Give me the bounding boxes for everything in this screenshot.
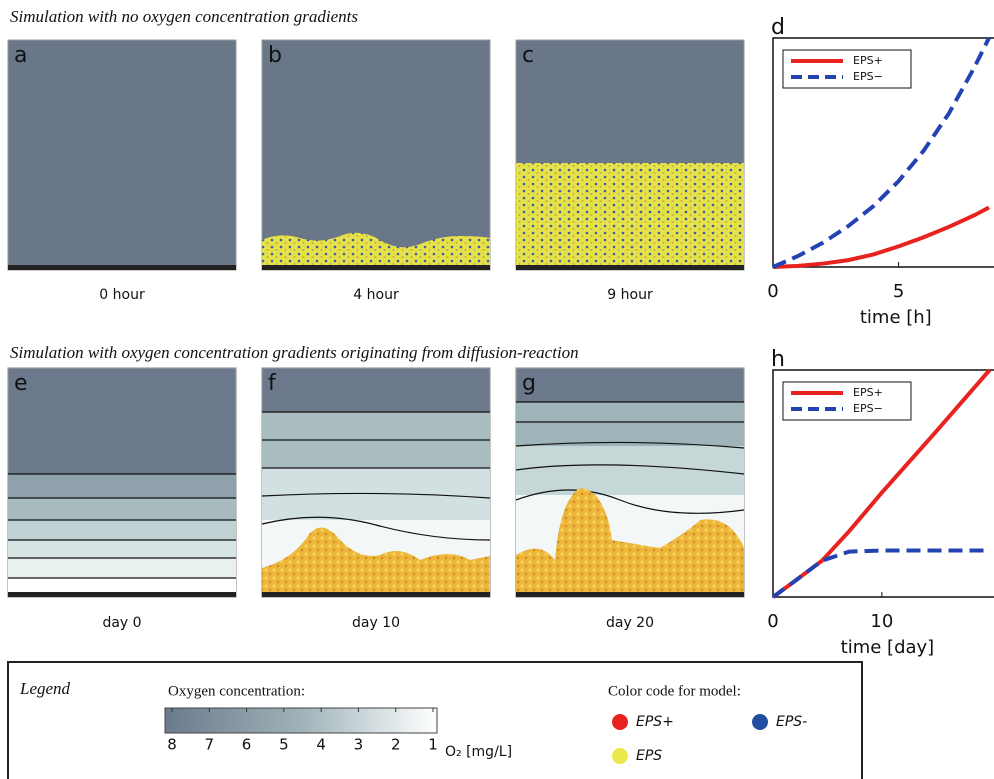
panel-caption: day 0: [102, 615, 141, 631]
x-axis-label: time [day]: [841, 637, 935, 658]
legend-label: EPS−: [853, 70, 883, 83]
figure: Simulation with no oxygen concentration …: [0, 0, 994, 779]
color-label: EPS-: [776, 714, 807, 730]
color-dot: [612, 748, 628, 764]
legend-label: EPS+: [853, 386, 883, 399]
section-title: Simulation with oxygen concentration gra…: [10, 343, 579, 362]
legend-label: EPS+: [853, 54, 883, 67]
panel-f: [262, 368, 490, 597]
series-line: [773, 207, 989, 267]
legend-label: EPS−: [853, 402, 883, 415]
panel-caption: day 20: [606, 615, 654, 631]
colorbar-tick-label: 1: [428, 736, 438, 754]
colorbar-tick-label: 4: [316, 736, 326, 754]
x-tick-label: 0: [767, 281, 778, 302]
legend-frame: [783, 382, 911, 420]
color-label: EPS+: [636, 714, 674, 730]
x-axis-label: time [h]: [860, 307, 932, 328]
panel-g: [516, 368, 744, 597]
colorbar-tick-label: 7: [205, 736, 215, 754]
legend-box: Legend Oxygen concentration: O₂ [mg/L] C…: [8, 662, 862, 779]
color-label: EPS: [636, 748, 662, 764]
colorbar-tick-label: 3: [354, 736, 364, 754]
panel-label: h: [771, 347, 785, 372]
panel-e: [8, 368, 236, 597]
panel-label: f: [268, 371, 277, 396]
section-title: Simulation with no oxygen concentration …: [10, 7, 358, 26]
panel-label: g: [522, 371, 536, 396]
panel-label: b: [268, 43, 282, 68]
legend-title: Legend: [19, 679, 71, 698]
panel-caption: day 10: [352, 615, 400, 631]
colorbar-tick-label: 2: [391, 736, 401, 754]
color-dot: [752, 714, 768, 730]
panel-caption: 9 hour: [607, 287, 653, 303]
panel-caption: 4 hour: [353, 287, 399, 303]
panel-label: d: [771, 15, 785, 40]
panel-c: [516, 40, 744, 270]
panel-label: c: [522, 43, 534, 68]
x-tick-label: 10: [870, 611, 893, 632]
colorbar-tick-label: 6: [242, 736, 252, 754]
colorbar-tick-label: 8: [167, 736, 177, 754]
x-tick-label: 5: [893, 281, 904, 302]
color-dot: [612, 714, 628, 730]
legend-frame: [783, 50, 911, 88]
panel-label: a: [14, 43, 27, 68]
colorbar-tick-label: 5: [279, 736, 289, 754]
model-title: Color code for model:: [608, 683, 741, 699]
oxygen-title: Oxygen concentration:: [168, 683, 305, 699]
panel-caption: 0 hour: [99, 287, 145, 303]
x-tick-label: 0: [767, 611, 778, 632]
panel-a: [8, 40, 236, 270]
colorbar-unit: O₂ [mg/L]: [445, 744, 512, 760]
panel-label: e: [14, 371, 28, 396]
panel-b: [262, 40, 490, 270]
